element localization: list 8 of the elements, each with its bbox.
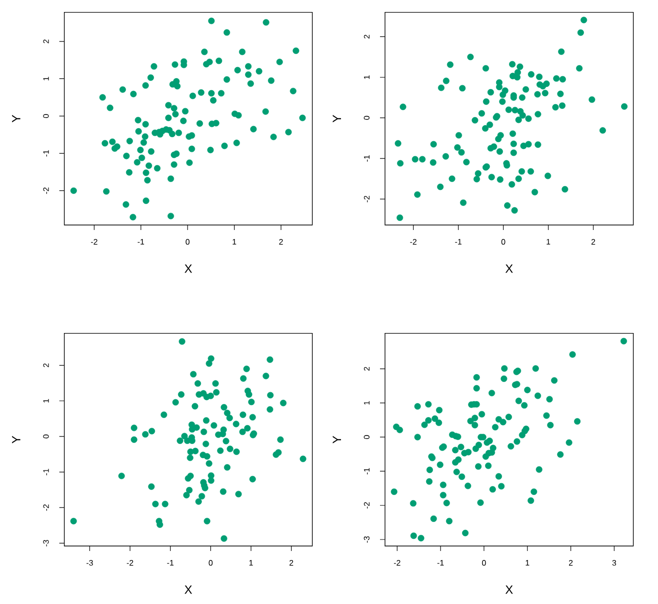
y-axis-title: Y: [12, 114, 20, 122]
x-axis-title: X: [505, 264, 513, 273]
y-axis-title: Y: [332, 436, 341, 444]
x-axis-title: X: [184, 586, 192, 594]
x-axis-title: X: [184, 264, 192, 273]
x-axis-title: X: [505, 586, 513, 594]
y-axis-title: Y: [12, 436, 20, 444]
y-axis-title: Y: [332, 114, 341, 122]
